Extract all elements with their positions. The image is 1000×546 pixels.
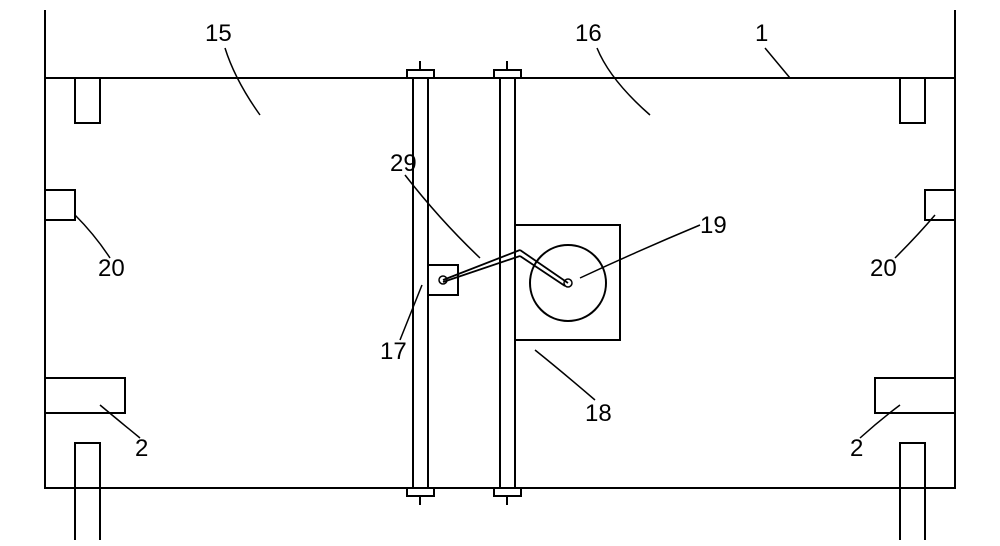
- callout-label-17: 17: [380, 338, 407, 366]
- technical-diagram: [0, 0, 1000, 546]
- callout-label-15: 15: [205, 20, 232, 48]
- callout-label-18: 18: [585, 400, 612, 428]
- callout-label-20: 20: [98, 255, 125, 283]
- callout-label-2: 2: [850, 435, 863, 463]
- callout-label-20: 20: [870, 255, 897, 283]
- callout-label-29: 29: [390, 150, 417, 178]
- diagram-svg: [0, 0, 1000, 546]
- callout-label-2: 2: [135, 435, 148, 463]
- callout-label-19: 19: [700, 212, 727, 240]
- callout-label-16: 16: [575, 20, 602, 48]
- callout-label-1: 1: [755, 20, 768, 48]
